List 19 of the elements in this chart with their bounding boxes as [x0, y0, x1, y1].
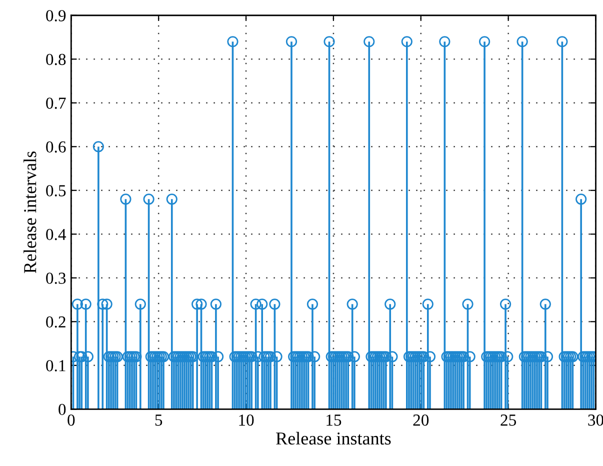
x-axis-title: Release instants — [276, 432, 391, 445]
y-axis-title: Release intervals — [24, 152, 36, 274]
y-tick-label: 0.1 — [46, 360, 66, 372]
y-tick-label: 0.2 — [46, 316, 66, 328]
y-tick-label: 0.9 — [46, 10, 66, 22]
x-tick-label: 15 — [326, 414, 342, 426]
y-tick-label: 0.3 — [46, 272, 66, 284]
x-tick-label: 5 — [155, 414, 162, 426]
y-tick-label: 0.5 — [46, 185, 66, 196]
x-tick-label: 25 — [500, 414, 516, 426]
x-tick-label: 20 — [413, 414, 429, 426]
x-tick-label: 10 — [239, 414, 254, 426]
y-tick-label: 0.4 — [46, 228, 66, 240]
y-tick-label: 0 — [58, 404, 66, 416]
x-tick-label: 0 — [68, 414, 75, 426]
x-tick-label: 30 — [588, 414, 603, 426]
y-tick-label: 0.7 — [46, 98, 66, 109]
y-tick-label: 0.6 — [46, 141, 66, 153]
y-tick-label: 0.8 — [46, 54, 66, 66]
